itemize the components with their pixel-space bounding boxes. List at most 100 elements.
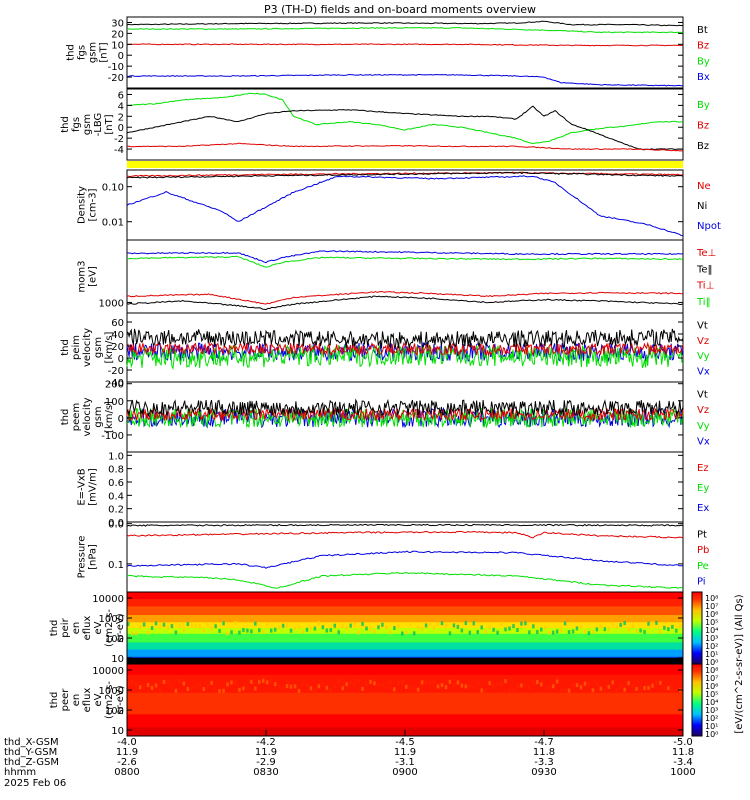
- x-tick-label: 11.9: [255, 747, 277, 758]
- spectrogram-cell: [234, 680, 237, 685]
- spectrogram-cell: [476, 680, 479, 685]
- spectrogram-cell: [587, 631, 591, 636]
- legend-entry: By: [697, 56, 710, 67]
- spectrogram-cell: [266, 680, 269, 685]
- legend-entry: Bx: [697, 72, 710, 83]
- y-axis-label: eV: [93, 693, 104, 706]
- spectrogram-cell: [412, 686, 416, 691]
- spectrogram-cell: [202, 687, 205, 692]
- spectrogram-cell: [401, 631, 404, 636]
- spectrogram-cell: [496, 681, 499, 686]
- spectrogram-cell: [667, 627, 670, 632]
- spectrogram-cell: [146, 683, 150, 688]
- spectrogram-cell: [496, 630, 499, 635]
- spectrogram-cell: [452, 683, 456, 688]
- spectrogram-cell: [579, 685, 583, 690]
- series-by: [126, 26, 684, 34]
- x-tick-label: 11.8: [672, 747, 694, 758]
- x-tick-label: 1000: [670, 767, 695, 778]
- spectrogram-cell: [138, 625, 142, 630]
- y-axis-label: gsm: [82, 114, 93, 135]
- spectrogram-cell: [671, 687, 674, 692]
- legend-entry: Npot: [697, 221, 721, 232]
- spectrogram-cell: [639, 686, 642, 691]
- plot-title: P3 (TH-D) fields and on-board moments ov…: [264, 3, 536, 16]
- spectrogram-cell: [262, 678, 265, 683]
- colorbar-label: [eV/(cm^2-s-sr-eV)] (All Qs): [734, 594, 745, 733]
- spectrogram-cell: [440, 682, 444, 687]
- colorbar-strip: [691, 591, 703, 665]
- spectrogram-cell: [563, 686, 567, 691]
- spectrogram-cell: [663, 686, 666, 691]
- series-pt: [126, 523, 684, 527]
- y-axis-label: thd: [49, 620, 60, 637]
- spectrogram-cell: [174, 630, 178, 635]
- spectrogram-cell: [647, 685, 650, 690]
- spectrogram-cell: [492, 684, 495, 689]
- spectrogram-cell: [210, 626, 213, 631]
- y-axis-label: sr-eV): [115, 613, 126, 642]
- y-axis-label: thd: [66, 44, 77, 61]
- y-axis-label: peer: [60, 688, 71, 712]
- y-axis-label: eV: [93, 621, 104, 634]
- spectrogram-gap: [127, 658, 683, 663]
- legend-entry: Ez: [697, 463, 709, 474]
- spectrogram-cell: [401, 680, 404, 685]
- colorbar-tick-label: 10¹: [705, 722, 718, 731]
- legend-entry: Ey: [697, 483, 709, 494]
- spectrogram-cell: [134, 682, 138, 687]
- y-tick-label: 20: [111, 29, 124, 40]
- colorbar-tick-label: 10²: [705, 642, 718, 651]
- spectrogram-cell: [679, 624, 682, 629]
- y-tick-label: 6: [118, 90, 124, 101]
- spectrogram-cell: [520, 621, 523, 626]
- spectrogram-cell: [373, 681, 376, 686]
- y-axis-label: peir: [60, 617, 71, 637]
- legend-entry: Pt: [697, 530, 707, 541]
- panel-frame: [126, 521, 684, 593]
- series-pi: [126, 550, 683, 569]
- x-tick-label: -4.2: [256, 737, 276, 748]
- y-tick-label: 1.0: [108, 451, 124, 462]
- panel-pressure: 0.0 0.1 Pressure [nPa] Pt Pb Pe Pi: [77, 520, 709, 593]
- spectrogram-cell: [365, 626, 368, 631]
- legend-entry: Pi: [697, 576, 706, 587]
- spectrogram-cell: [436, 622, 440, 627]
- spectrogram-cell: [182, 681, 186, 686]
- y-tick-label: 40: [111, 330, 124, 341]
- spectrogram-cell: [615, 625, 618, 630]
- spectrogram-cell: [230, 680, 233, 685]
- spectrogram-cell: [337, 630, 340, 635]
- spectrogram-cell: [246, 685, 249, 690]
- spectrogram-cell: [178, 678, 182, 683]
- spectrogram-cell: [174, 688, 178, 693]
- y-axis-label: peem: [71, 403, 82, 431]
- mode-bar: [127, 161, 683, 168]
- legend-entry: Bz: [697, 41, 709, 52]
- spectrogram-cell: [178, 623, 182, 628]
- spectrogram-cell: [619, 622, 622, 627]
- y-axis-label: [cm-3]: [88, 188, 99, 221]
- spectrogram-cell: [424, 623, 428, 628]
- colorbar-tick-label: 10⁶: [705, 682, 718, 691]
- y-tick-label: 10: [111, 654, 124, 665]
- spectrogram-cell: [432, 625, 436, 630]
- spectrogram-cell: [655, 680, 658, 685]
- spectrogram-cell: [313, 688, 317, 693]
- series-red: [126, 290, 684, 305]
- y-tick-label: 100: [105, 634, 124, 645]
- spectrogram-cell: [667, 686, 670, 691]
- spectrogram-cell: [643, 629, 646, 634]
- spectrogram-cell: [381, 622, 384, 627]
- y-axis-label: [km/s]: [104, 401, 115, 433]
- x-tick-label: 11.9: [394, 747, 416, 758]
- x-tick-label: -4.5: [395, 737, 415, 748]
- y-tick-label: 30: [111, 18, 124, 29]
- spectrogram-cell: [456, 624, 460, 629]
- spectrogram-cell: [210, 680, 213, 685]
- spectrogram-cell: [587, 681, 591, 686]
- y-axis-label: thd: [60, 339, 71, 356]
- y-tick-label: 1000: [99, 298, 124, 309]
